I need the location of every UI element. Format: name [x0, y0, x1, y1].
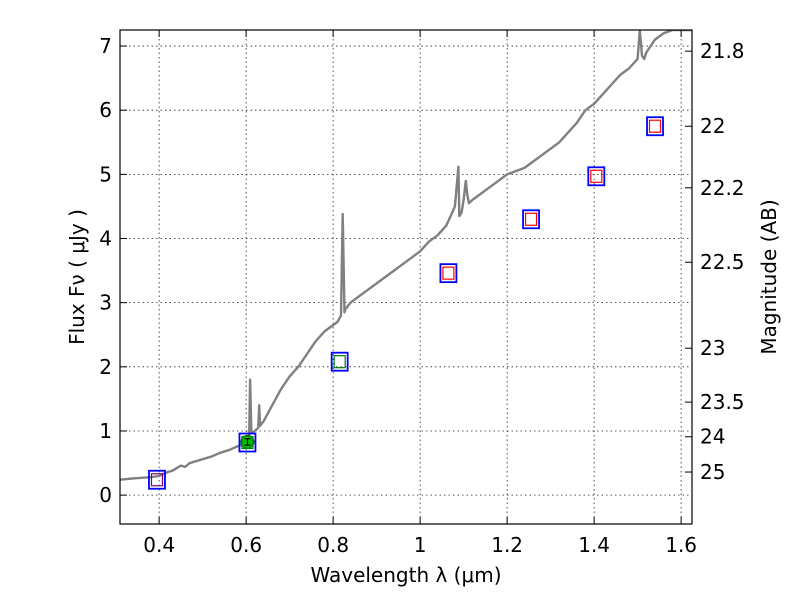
magnitude-tick-label: 22 [700, 114, 725, 138]
grid-lines [120, 30, 692, 524]
photometry-markers [148, 116, 664, 490]
y-tick-label: 6 [99, 98, 112, 122]
observed-band-marker [646, 116, 664, 137]
magnitude-tick-label: 23.5 [700, 390, 745, 414]
plot-frame [119, 29, 693, 525]
y-tick-label: 4 [99, 227, 112, 251]
magnitude-tick-label: 23 [700, 336, 725, 360]
y-tick-label: 1 [99, 419, 112, 443]
x-tick-label: 1.2 [491, 533, 523, 557]
x-tick-label: 1.4 [578, 533, 610, 557]
axis-ticks [120, 30, 692, 524]
model-flux-marker [648, 119, 662, 133]
observed-band-marker [330, 351, 349, 372]
observed-band-marker [439, 263, 458, 284]
magnitude-tick-label: 22.5 [700, 250, 745, 274]
x-tick-label: 1 [414, 533, 427, 557]
observed-band-marker [148, 469, 166, 490]
y-tick-label: 2 [99, 355, 112, 379]
model-flux-marker [150, 473, 164, 487]
magnitude-tick-label: 22.2 [700, 176, 745, 200]
model-flux-marker [442, 266, 455, 280]
y-tick-label: 7 [99, 34, 112, 58]
y-tick-label: 3 [99, 291, 112, 315]
y-axis-label: Flux Fν ( μJy ) [65, 209, 89, 345]
model-flux-marker [241, 435, 254, 450]
magnitude-tick-label: 21.8 [700, 39, 745, 63]
y-tick-label: 5 [99, 162, 112, 186]
model-flux-marker [333, 355, 346, 369]
plot-background [120, 30, 692, 524]
x-tick-label: 0.4 [143, 533, 175, 557]
spectrum-series [120, 30, 692, 481]
x-tick-label: 0.8 [317, 533, 349, 557]
magnitude-tick-label: 24 [700, 425, 725, 449]
model-flux-marker [590, 169, 603, 183]
x-tick-label: 1.6 [665, 533, 697, 557]
model-flux-marker [524, 212, 538, 226]
spectrum-line [120, 30, 692, 481]
y-tick-label: 0 [99, 483, 112, 507]
x-tick-label: 0.6 [230, 533, 262, 557]
magnitude-tick-label: 25 [700, 460, 725, 484]
x-axis-label: Wavelength λ (μm) [310, 563, 501, 587]
right-axis-label: Magnitude (AB) [757, 199, 781, 354]
observed-band-marker [587, 166, 606, 187]
observed-band-marker [522, 209, 540, 230]
observed-band-marker [238, 432, 257, 453]
